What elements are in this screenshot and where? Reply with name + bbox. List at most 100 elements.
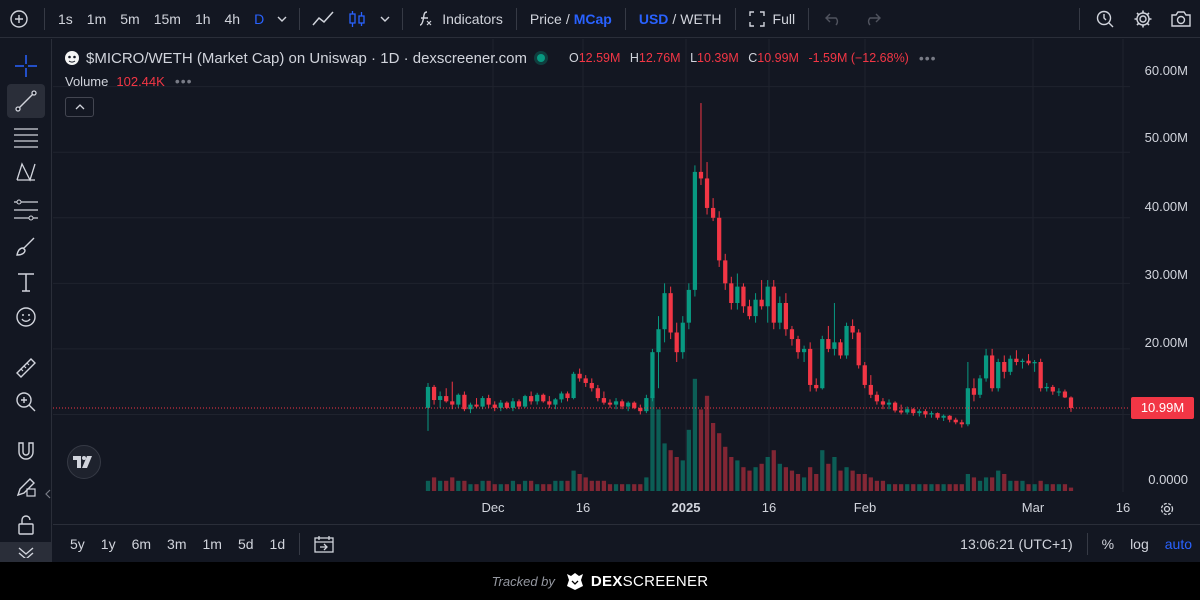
axis-settings-gear-icon[interactable] [1156,498,1178,520]
open-key: O [568,51,579,65]
range-1d[interactable]: 1d [269,535,286,552]
more-tools-chevron-icon[interactable] [0,542,52,562]
pattern-icon[interactable] [7,155,45,189]
volume-bar [474,484,479,491]
chevron-down-icon[interactable] [374,0,396,38]
chevron-down-icon[interactable] [271,0,293,38]
candle-body [571,373,576,399]
emoji-icon[interactable] [7,300,45,334]
fullscreen-button[interactable]: Full [742,0,803,38]
time-axis[interactable]: Dec 16 2025 16 Feb Mar 16 [53,492,1130,524]
volume-bar [832,457,837,491]
candle-body [892,402,898,411]
volume-bar [911,484,916,491]
candle-body [959,422,964,425]
clock-timezone[interactable]: 13:06:21 (UTC+1) [960,536,1073,552]
percent-scale-toggle[interactable]: % [1101,536,1115,552]
text-tool-icon[interactable] [7,265,45,299]
candle-body [977,378,983,395]
price-label: Price [529,10,562,27]
interval-1m[interactable]: 1m [86,10,107,27]
range-6m[interactable]: 6m [131,535,152,552]
candle-body [438,396,443,401]
volume-more-icon[interactable]: ••• [174,73,193,89]
candle-body [783,303,789,330]
undo-icon[interactable] [815,0,853,38]
interval-1s[interactable]: 1s [58,10,73,27]
dexscreener-brand[interactable]: DEXSCREENER [591,573,709,590]
function-icon [420,10,432,26]
zoom-in-icon[interactable] [7,385,45,419]
collapse-sidebar-chevron-icon[interactable] [44,484,52,504]
toolbar-divider [44,7,45,30]
line-chart-icon[interactable] [306,0,340,38]
magnet-icon[interactable] [7,434,45,468]
range-5d[interactable]: 5d [237,535,254,552]
price-mcap-toggle[interactable]: Price / MCap [523,0,619,38]
interval-1h[interactable]: 1h [194,10,211,27]
auto-scale-toggle[interactable]: auto [1164,536,1192,552]
time-tick: 16 [1115,500,1131,515]
candle-body [638,407,643,412]
volume-bar [1050,484,1055,491]
range-1m[interactable]: 1m [202,535,222,552]
volume-bar [438,480,443,491]
volume-bar [571,470,576,491]
redo-icon[interactable] [853,0,891,38]
ruler-icon[interactable] [7,351,45,385]
price-axis[interactable]: 60.00M 50.00M 40.00M 30.00M 20.00M 0.000… [1130,39,1200,524]
candles-chart-icon[interactable] [340,0,374,38]
volume-bar [565,480,570,491]
candle-body [692,171,698,290]
quick-search-icon[interactable] [1086,0,1124,38]
last-price-label: 10.99M [1131,396,1194,419]
indicators-label: Indicators [442,10,503,27]
volume-bar [595,480,600,491]
add-symbol-icon[interactable] [0,0,38,38]
camera-icon[interactable] [1162,0,1200,38]
trend-line-icon[interactable] [7,84,45,118]
candle-body [456,394,461,405]
go-to-date-icon[interactable] [306,535,342,553]
indicators-button[interactable]: Indicators [409,0,510,38]
volume-bar [613,484,619,491]
price-chart[interactable] [53,39,1130,492]
range-5y[interactable]: 5y [70,535,85,552]
horizontal-lines-icon[interactable] [7,120,45,154]
candle-body [753,299,758,317]
interval-15m[interactable]: 15m [153,10,181,27]
crosshair-icon[interactable] [7,49,45,83]
currency-toggle[interactable]: USD / WETH [632,0,729,38]
symbol-title[interactable]: $MICRO/WETH (Market Cap) on Uniswap · 1D… [86,49,527,67]
candle-body [850,325,855,333]
candle-body [765,286,770,307]
range-1y[interactable]: 1y [100,535,116,552]
candle-body [577,373,582,379]
volume-bar [535,484,540,491]
candle-body [510,401,516,408]
range-3m[interactable]: 3m [167,535,187,552]
volume-bar [965,474,971,491]
lock-drawing-pencil-icon[interactable] [7,470,45,504]
interval-d[interactable]: D [254,10,265,27]
dexscreener-logo-icon [566,573,583,590]
tradingview-logo[interactable] [67,445,101,479]
candle-body [680,322,685,353]
interval-4h[interactable]: 4h [224,10,241,27]
volume-bar [947,484,952,491]
volume-bar [444,480,449,491]
token-logo-icon [65,51,79,65]
legend-more-icon[interactable]: ••• [918,50,937,66]
log-scale-toggle[interactable]: log [1130,536,1149,552]
collapse-legend-button[interactable] [65,97,94,117]
fib-retracement-icon[interactable] [7,193,45,227]
time-tick: 2025 [671,500,701,515]
brush-icon[interactable] [7,229,45,263]
interval-5m[interactable]: 5m [120,10,140,27]
lock-icon[interactable] [7,508,45,542]
volume-bar [632,484,637,491]
candle-body [480,398,485,407]
gear-icon[interactable] [1124,0,1162,38]
market-status-dot [536,54,545,62]
candle-body [747,306,752,317]
